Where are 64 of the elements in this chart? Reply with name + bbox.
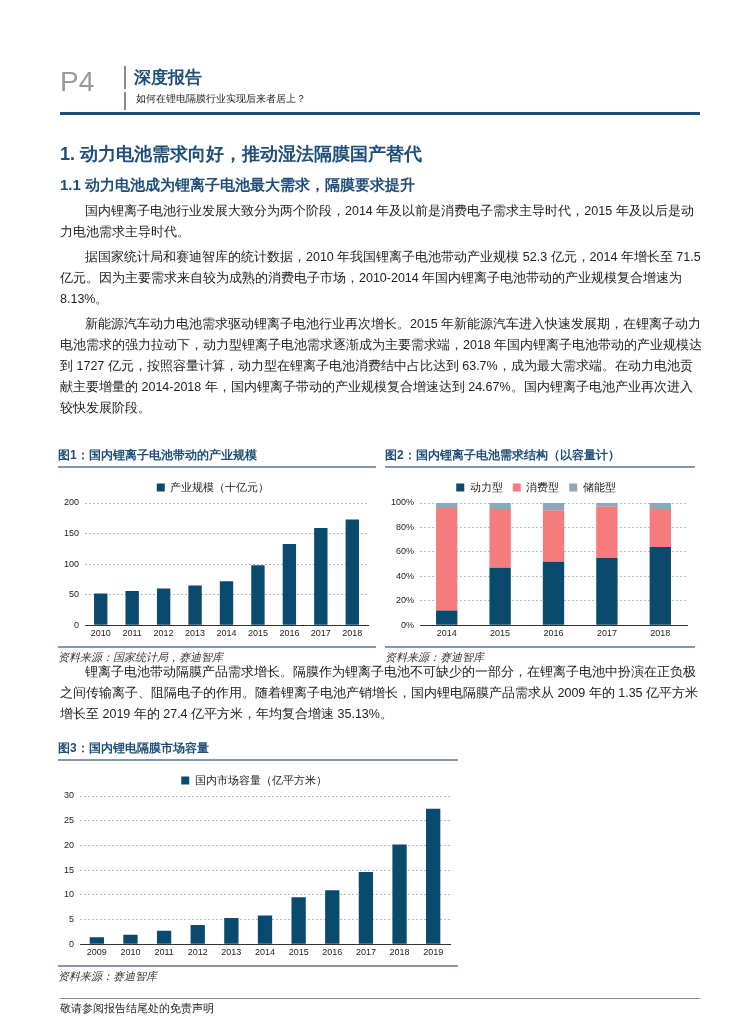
y-tick-label: 50 (69, 589, 80, 600)
text: 据国家统计局和赛迪智库的统计数据，2010 年我国锂离子电池带动产业规模 52.3 亿元，2014 年增长至 71.5 亿元。因为主要需求来自较为成熟的消费电子市场，2010-2014 年国内锂离子电池带动的产业规模复合增速为 8.13%。 (60, 249, 702, 308)
y-tick-label: 15 (64, 864, 75, 875)
y-tick-label: 200 (63, 497, 80, 508)
x-tick-label: 2011 (122, 628, 142, 639)
y-tick-label: 80% (396, 521, 415, 532)
y-tick-label: 0 (74, 619, 80, 630)
y-tick-label: 0 (69, 938, 75, 949)
x-tick-label: 2010 (120, 947, 141, 958)
y-tick-label: 0% (401, 619, 415, 630)
text: 锂离子电池带动隔膜产品需求增长。隔膜作为锂离子电池不可缺少的一部分，在锂离子电池中扮演在正负极之间传输离子、阻隔电子的作用。随着锂离子电池产销增长，国内锂电隔膜产品需求从 2009 年的 1.35 亿平方米增长至 2019 年的 27.4 亿平方米，年均复合增速 35.13%。 (60, 664, 700, 723)
x-tick-label: 2014 (436, 628, 457, 639)
legend-label: 动力型 (469, 480, 503, 493)
text: 新能源汽车动力电池需求驱动锂离子电池行业再次增长。2015 年新能源汽车进入快速发展期，在锂离子动力电池需求的强力拉动下，动力型锂离子电池需求逐渐成为主要需求端，2018 年国内锂离子电池带动的产业规模达到 1727 亿元，按照容量计算，动力型在锂离子电池消费结中占比达到 63.7%，成为最大需求端。在动力电池贡献主要增量的 2014-2018 年，国内锂离子带动的产业规模复合增速达到 24.67%。国内锂离子电池产业再次进入较快发展阶段。 (60, 316, 704, 417)
x-tick-label: 2012 (153, 628, 174, 639)
x-tick-label: 2014 (216, 628, 237, 639)
x-tick-label: 2017 (596, 628, 617, 639)
text: 国内锂离子电池行业发展大致分为两个阶段，2014 年及以前是消费电子需求主导时代，2015 年及以后是动力电池需求主导时代。 (60, 203, 695, 241)
x-tick-label: 2015 (288, 947, 309, 958)
text: 1.1 动力电池成为锂离子电池最大需求，隔膜要求提升 (60, 176, 417, 195)
x-tick-label: 2010 (90, 628, 111, 639)
text: P4 (60, 66, 95, 98)
chart-title: 图1：国内锂离子电池带动的产业规模 (58, 445, 376, 468)
x-tick-label: 2016 (279, 628, 300, 639)
x-tick-label: 2015 (490, 628, 511, 639)
x-tick-label: 2018 (389, 947, 410, 958)
y-tick-label: 150 (63, 528, 80, 539)
text: 如何在锂电隔膜行业实现后来者居上？ (124, 92, 306, 110)
y-tick-label: 40% (396, 570, 415, 581)
y-tick-label: 100% (390, 497, 415, 508)
x-tick-label: 2016 (543, 628, 564, 639)
text: 敬请参阅报告结尾处的免责声明 (60, 999, 700, 1016)
x-tick-label: 2016 (322, 947, 343, 958)
legend-label: 产业规模（十亿元） (170, 480, 270, 493)
legend-label: 国内市场容量（亿平方米） (194, 773, 327, 786)
x-tick-label: 2017 (310, 628, 331, 639)
x-tick-label: 2019 (423, 947, 444, 958)
x-tick-label: 2013 (185, 628, 206, 639)
x-tick-label: 2017 (355, 947, 376, 958)
text: 1. 动力电池需求向好，推动湿法隔膜国产替代 (60, 143, 423, 166)
legend-label: 消费型 (526, 480, 560, 493)
text: 资料来源：赛迪智库 (385, 646, 695, 665)
x-tick-label: 2012 (187, 947, 208, 958)
chart-title: 图3：国内锂电隔膜市场容量 (58, 738, 458, 761)
y-tick-label: 5 (69, 913, 75, 924)
x-tick-label: 2015 (247, 628, 268, 639)
y-tick-label: 20% (396, 595, 415, 606)
y-tick-label: 60% (396, 546, 415, 557)
x-tick-label: 2009 (86, 947, 107, 958)
x-tick-label: 2013 (221, 947, 242, 958)
y-tick-label: 25 (64, 815, 75, 826)
y-tick-label: 30 (64, 790, 75, 801)
x-tick-label: 2014 (254, 947, 276, 958)
y-tick-label: 10 (64, 889, 75, 900)
chart-title: 图2：国内锂离子电池需求结构（以容量计） (385, 445, 695, 468)
y-tick-label: 100 (63, 558, 80, 569)
x-tick-label: 2018 (650, 628, 671, 639)
text: 资料来源：赛迪智库 (58, 965, 458, 984)
text: 资料来源：国家统计局，赛迪智库 (58, 646, 376, 665)
text: 深度报告 (124, 66, 202, 89)
x-tick-label: 2011 (154, 947, 174, 958)
x-tick-label: 2018 (342, 628, 363, 639)
legend-label: 储能型 (582, 480, 616, 493)
y-tick-label: 20 (64, 839, 75, 850)
